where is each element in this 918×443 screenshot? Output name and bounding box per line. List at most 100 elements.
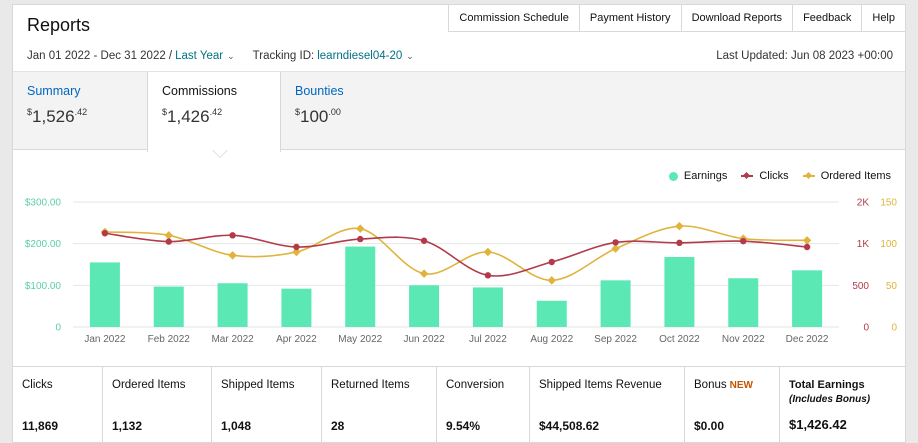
clicks-point <box>612 239 619 246</box>
report-tabs: Summary $1,526.42 Commissions $1,426.42 … <box>13 71 905 152</box>
download-reports-button[interactable]: Download Reports <box>680 4 794 32</box>
clicks-point <box>293 243 300 251</box>
x-tick-label: Sep 2022 <box>594 334 637 345</box>
bar <box>409 285 440 327</box>
bar <box>664 257 695 327</box>
x-tick-label: Jun 2022 <box>404 334 446 345</box>
ordered-items-point <box>483 247 493 257</box>
filter-bar: Jan 01 2022 - Dec 31 2022 / Last Year ⌄ … <box>27 50 414 62</box>
tab-commissions[interactable]: Commissions $1,426.42 <box>147 72 281 152</box>
stat-clicks: Clicks 11,869 <box>13 367 103 443</box>
tab-amount: $100.00 <box>295 107 341 126</box>
clicks-swatch-icon <box>741 175 754 177</box>
chart-legend: Earnings Clicks Ordered Items <box>655 170 891 182</box>
ordered-items-swatch-icon <box>802 175 815 177</box>
y-tick-label: $300.00 <box>25 198 62 209</box>
bar <box>536 300 567 327</box>
commission-schedule-button[interactable]: Commission Schedule <box>448 4 580 32</box>
stat-shipped-items: Shipped Items 1,048 <box>212 367 322 443</box>
legend-ordered-items[interactable]: Ordered Items <box>802 170 891 182</box>
bar <box>600 280 631 327</box>
bar <box>89 262 120 327</box>
clicks-point <box>803 243 811 251</box>
bar <box>792 270 823 327</box>
tracking-id-label: Tracking ID: <box>252 50 315 62</box>
clicks-point <box>165 238 172 245</box>
tab-summary[interactable]: Summary $1,526.42 <box>13 72 147 151</box>
ordered-axis-tick-label: 100 <box>880 239 897 250</box>
chevron-down-icon[interactable]: ⌄ <box>406 50 414 61</box>
clicks-point <box>676 239 683 247</box>
clicks-point <box>101 230 109 237</box>
legend-earnings[interactable]: Earnings <box>668 170 727 182</box>
y-tick-label: $100.00 <box>25 281 62 292</box>
tab-amount: $1,426.42 <box>162 107 223 126</box>
new-badge: NEW <box>729 380 753 391</box>
stat-ordered-items: Ordered Items 1,132 <box>103 367 212 443</box>
ordered-items-point <box>547 276 556 285</box>
reports-panel: Reports Commission Schedule Payment Hist… <box>12 4 906 443</box>
clicks-point <box>357 235 364 243</box>
top-nav: Commission Schedule Payment History Down… <box>448 4 906 32</box>
bar <box>345 246 376 327</box>
bar <box>153 286 184 327</box>
x-tick-label: Aug 2022 <box>530 334 573 345</box>
y-tick-label: $200.00 <box>25 239 62 250</box>
x-tick-label: Oct 2022 <box>659 334 700 345</box>
clicks-axis-tick-label: 500 <box>852 281 869 292</box>
ordered-items-point <box>228 251 237 260</box>
stat-total-earnings: Total Earnings (Includes Bonus) $1,426.4… <box>789 379 871 432</box>
help-button[interactable]: Help <box>861 4 906 32</box>
tab-label: Bounties <box>295 84 344 98</box>
ordered-items-point <box>419 269 429 278</box>
clicks-axis-tick-label: 1K <box>857 239 870 250</box>
period-dropdown[interactable]: Last Year <box>175 50 224 62</box>
tab-amount: $1,526.42 <box>27 107 88 126</box>
last-updated: Last Updated: Jun 08 2023 +00:00 <box>716 50 893 62</box>
x-tick-label: Nov 2022 <box>722 334 765 345</box>
tab-bounties[interactable]: Bounties $100.00 <box>281 72 415 151</box>
ordered-axis-tick-label: 50 <box>886 281 898 292</box>
ordered-items-point <box>611 244 620 253</box>
clicks-point <box>740 237 747 245</box>
ordered-items-point <box>356 224 365 233</box>
ordered-items-point <box>164 231 173 240</box>
ordered-axis-tick-label: 0 <box>891 323 897 334</box>
ordered-items-line <box>104 225 808 282</box>
tracking-id-dropdown[interactable]: learndiesel04-20 <box>317 50 403 62</box>
stat-conversion: Conversion 9.54% <box>437 367 530 443</box>
payment-history-button[interactable]: Payment History <box>578 4 682 32</box>
feedback-button[interactable]: Feedback <box>792 4 863 32</box>
stat-shipped-items-revenue: Shipped Items Revenue $44,508.62 <box>530 367 685 443</box>
x-tick-label: Jan 2022 <box>84 334 126 345</box>
x-tick-label: Mar 2022 <box>211 334 254 345</box>
page-title: Reports <box>27 15 91 35</box>
y-tick-label: 0 <box>55 323 61 334</box>
ordered-items-point <box>675 221 684 231</box>
bar <box>217 283 248 327</box>
clicks-axis-tick-label: 2K <box>857 198 870 209</box>
tab-label: Summary <box>27 84 81 98</box>
bar <box>472 287 503 327</box>
clicks-point <box>484 272 492 279</box>
stats-row: Clicks 11,869 Ordered Items 1,132 Shippe… <box>13 366 905 443</box>
x-tick-label: Apr 2022 <box>276 334 317 345</box>
clicks-point <box>229 232 236 239</box>
ordered-items-point <box>292 247 301 257</box>
x-tick-label: Dec 2022 <box>786 334 829 345</box>
stat-bonus: Bonus NEW $0.00 <box>685 367 780 443</box>
tab-label: Commissions <box>162 84 238 98</box>
x-tick-label: Jul 2022 <box>469 334 507 345</box>
chevron-down-icon[interactable]: ⌄ <box>227 50 235 61</box>
bar <box>281 288 312 327</box>
legend-clicks[interactable]: Clicks <box>741 170 789 182</box>
clicks-point <box>420 237 428 244</box>
earnings-swatch-icon <box>668 171 678 181</box>
date-range-label: Jan 01 2022 - Dec 31 2022 / <box>27 50 173 62</box>
x-tick-label: May 2022 <box>338 334 382 345</box>
active-tab-pointer <box>213 150 227 157</box>
ordered-axis-tick-label: 150 <box>880 198 897 209</box>
earnings-chart: 0 0 0 $100.00 500 50 $200.00 1K 100 $300.00 2K 150 J… <box>25 198 898 346</box>
x-tick-label: Feb 2022 <box>148 334 191 345</box>
bar <box>728 278 759 327</box>
